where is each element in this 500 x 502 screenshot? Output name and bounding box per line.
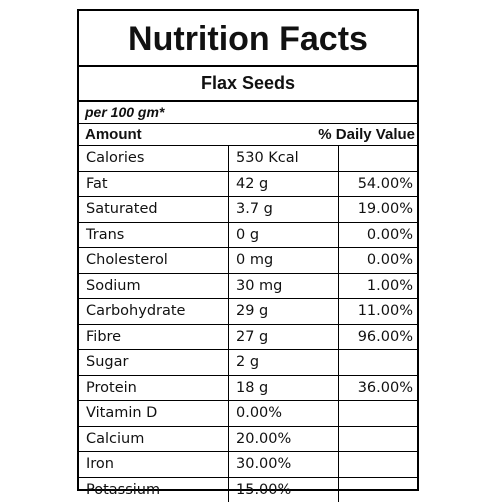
nutrient-amount: 18 g — [228, 374, 339, 401]
nutrient-name: Sugar — [79, 349, 229, 376]
table-row: Sugar 2 g — [79, 349, 417, 376]
nutrient-daily-value: 1.00% — [338, 272, 417, 299]
product-name: Flax Seeds — [79, 67, 417, 102]
nutrient-amount: 530 Kcal — [228, 146, 339, 172]
nutrient-amount: 0 g — [228, 221, 339, 248]
nutrient-name: Carbohydrate — [79, 298, 229, 325]
table-row: Trans 0 g 0.00% — [79, 221, 417, 248]
nutrient-amount: 2 g — [228, 349, 339, 376]
table-row: Sodium 30 mg 1.00% — [79, 272, 417, 299]
table-row: Vitamin D 0.00% — [79, 400, 417, 427]
nutrient-daily-value — [338, 451, 417, 478]
nutrient-amount: 0.00% — [228, 400, 339, 427]
nutrient-daily-value: 96.00% — [338, 323, 417, 350]
nutrient-daily-value — [338, 146, 417, 172]
nutrient-daily-value — [338, 476, 417, 502]
column-header-row: Amount % Daily Value — [79, 124, 417, 146]
nutrient-daily-value: 11.00% — [338, 298, 417, 325]
table-row: Calories 530 Kcal — [79, 146, 417, 172]
nutrient-amount: 0 mg — [228, 247, 339, 274]
nutrient-amount: 3.7 g — [228, 196, 339, 223]
nutrient-name: Saturated — [79, 196, 229, 223]
nutrient-amount: 30 mg — [228, 272, 339, 299]
nutrient-name: Fibre — [79, 323, 229, 350]
table-row: Cholesterol 0 mg 0.00% — [79, 247, 417, 274]
nutrient-daily-value — [338, 400, 417, 427]
table-row: Saturated 3.7 g 19.00% — [79, 196, 417, 223]
nutrient-daily-value: 0.00% — [338, 221, 417, 248]
table-row: Carbohydrate 29 g 11.00% — [79, 298, 417, 325]
nutrient-name: Trans — [79, 221, 229, 248]
nutrient-daily-value: 54.00% — [338, 170, 417, 197]
nutrient-name: Calcium — [79, 425, 229, 452]
nutrient-name: Vitamin D — [79, 400, 229, 427]
nutrient-amount: 42 g — [228, 170, 339, 197]
label-title: Nutrition Facts — [79, 11, 417, 67]
nutrient-amount: 20.00% — [228, 425, 339, 452]
nutrient-daily-value: 19.00% — [338, 196, 417, 223]
nutrient-name: Calories — [79, 146, 229, 172]
table-row: Iron 30.00% — [79, 451, 417, 478]
nutrient-table: Calories 530 Kcal Fat 42 g 54.00% Satura… — [79, 146, 417, 502]
nutrient-name: Potassium — [79, 476, 229, 502]
table-row: Fibre 27 g 96.00% — [79, 323, 417, 350]
table-row: Protein 18 g 36.00% — [79, 374, 417, 401]
daily-value-header: % Daily Value — [318, 126, 415, 143]
serving-size: per 100 gm* — [79, 102, 417, 124]
table-row: Potassium 15.00% — [79, 476, 417, 502]
nutrient-daily-value — [338, 349, 417, 376]
nutrient-daily-value: 0.00% — [338, 247, 417, 274]
nutrient-daily-value: 36.00% — [338, 374, 417, 401]
nutrient-daily-value — [338, 425, 417, 452]
amount-header: Amount — [85, 126, 142, 143]
nutrient-amount: 30.00% — [228, 451, 339, 478]
nutrient-name: Protein — [79, 374, 229, 401]
nutrient-name: Cholesterol — [79, 247, 229, 274]
nutrient-amount: 15.00% — [228, 476, 339, 502]
nutrient-amount: 27 g — [228, 323, 339, 350]
nutrient-name: Sodium — [79, 272, 229, 299]
nutrition-facts-label: Nutrition Facts Flax Seeds per 100 gm* A… — [77, 9, 419, 502]
table-row: Fat 42 g 54.00% — [79, 170, 417, 197]
nutrient-amount: 29 g — [228, 298, 339, 325]
nutrient-name: Fat — [79, 170, 229, 197]
nutrient-name: Iron — [79, 451, 229, 478]
table-row: Calcium 20.00% — [79, 425, 417, 452]
